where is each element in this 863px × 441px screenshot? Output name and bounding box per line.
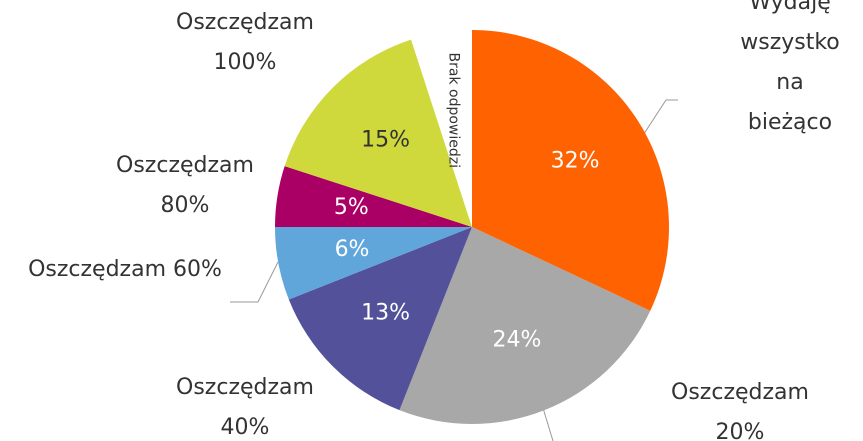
value-label: 6% [335, 237, 370, 262]
pie-slice [275, 227, 472, 300]
value-label: 24% [493, 328, 542, 353]
pie-slice [288, 227, 472, 411]
category-label: Wydaję wszystko na bieżąco [740, 0, 840, 135]
pie-slice [284, 39, 472, 228]
pie-slice [399, 227, 651, 424]
category-label: Oszczędzam 40% [176, 375, 314, 440]
leader-line [635, 99, 678, 147]
value-label: 5% [334, 195, 369, 220]
pie-slice [411, 30, 472, 227]
category-label: Oszczędzam 80% [116, 153, 254, 218]
category-label: Oszczędzam 100% [176, 10, 314, 75]
value-label: 13% [361, 300, 410, 325]
value-label: 15% [361, 128, 410, 153]
category-label: Oszczędzam 20% [671, 380, 809, 441]
category-label: Oszczędzam 60% [28, 257, 222, 282]
pie-slice [275, 166, 472, 227]
value-label: 32% [551, 149, 600, 174]
leader-line [542, 407, 554, 441]
leader-line [230, 261, 279, 303]
pie-slice [472, 30, 669, 311]
category-label: Brak odpowiedzi [446, 53, 462, 168]
